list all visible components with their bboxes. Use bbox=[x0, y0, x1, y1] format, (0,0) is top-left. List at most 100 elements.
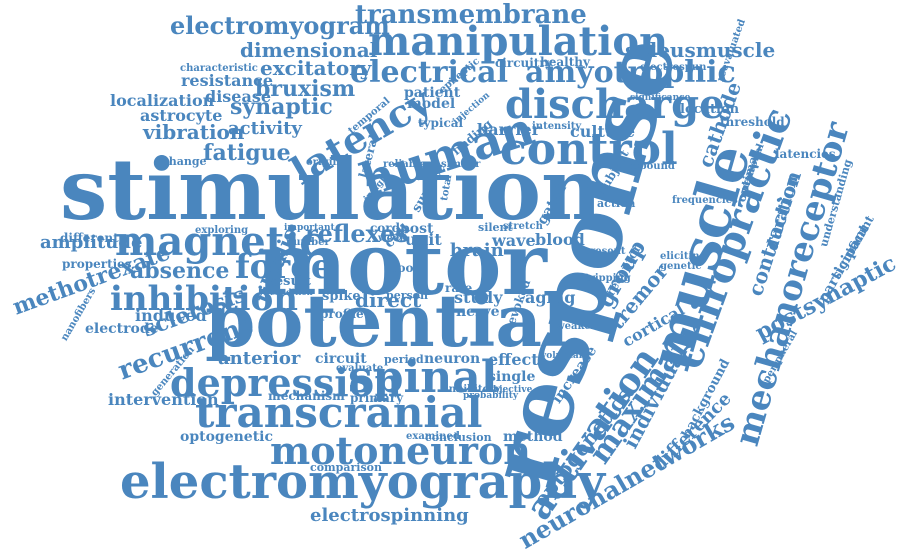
word-voluntary: voluntary bbox=[541, 351, 589, 361]
word-brain: brain bbox=[450, 240, 504, 261]
word-frequencies: frequencies bbox=[672, 195, 738, 206]
word-mechanism: mechanism bbox=[268, 389, 345, 403]
word-stretch: stretch bbox=[503, 221, 543, 232]
word-fatigue: fatigue bbox=[203, 140, 291, 166]
word-motoneuron: motoneuron bbox=[270, 428, 531, 473]
word-period: period bbox=[384, 353, 424, 366]
word-action: action bbox=[597, 197, 636, 210]
word-excitatory: excitatory bbox=[260, 56, 372, 80]
word-single: single bbox=[488, 369, 536, 385]
word-typical: typical bbox=[418, 116, 464, 130]
word-direct: direct bbox=[355, 288, 422, 312]
word-healthy: healthy bbox=[540, 55, 590, 69]
word-transcranial: transcranial bbox=[195, 388, 483, 437]
word-magnetic: magnetic bbox=[115, 218, 324, 265]
word-discharge: discharge bbox=[505, 81, 725, 128]
word-bruxism: bruxism bbox=[255, 76, 356, 102]
word-spike: spike bbox=[322, 289, 361, 304]
word-vibration: vibration bbox=[143, 120, 245, 144]
word-electromyography: electromyography bbox=[120, 454, 606, 510]
word-dimensional: dimensional bbox=[240, 38, 378, 62]
word-intensity: intensity bbox=[532, 121, 582, 132]
word-nerve: nerve bbox=[456, 304, 500, 320]
word-evaluate: evaluate bbox=[336, 363, 384, 374]
word-transmembrane: transmembrane bbox=[355, 0, 587, 30]
word-blood: blood bbox=[535, 230, 585, 249]
word-synaptic: synaptic bbox=[230, 94, 333, 120]
word-probability: probability bbox=[463, 391, 519, 401]
word-reliable: reliable bbox=[383, 159, 426, 170]
word-latencies: latencies bbox=[775, 147, 836, 161]
word-optogenetic: optogenetic bbox=[180, 429, 274, 445]
word-activity: activity bbox=[228, 118, 302, 139]
word-important: important bbox=[284, 223, 335, 233]
word-intervention: intervention bbox=[108, 390, 219, 409]
word-resistance: resistance bbox=[181, 71, 274, 90]
word-week: week bbox=[378, 233, 407, 244]
word-present: present bbox=[583, 246, 626, 257]
word-wave: wave bbox=[492, 231, 536, 250]
word-culture: culture bbox=[570, 122, 636, 141]
word-objective: objective bbox=[487, 385, 533, 395]
word-genetic: genetic bbox=[660, 261, 702, 272]
word-location: location bbox=[680, 102, 740, 117]
word-characteristic: characteristic bbox=[180, 63, 258, 74]
word-cord: cord bbox=[370, 221, 401, 235]
word-potential: potential bbox=[205, 278, 570, 363]
word-circuit: circuit bbox=[315, 351, 367, 367]
word-threshold: threshold bbox=[720, 115, 785, 129]
word-control: control bbox=[500, 124, 678, 175]
word-circuitry: circuitry bbox=[495, 56, 553, 70]
word-study: study bbox=[454, 288, 503, 307]
word-examined: examined bbox=[406, 431, 460, 442]
word-depression: depression bbox=[170, 360, 402, 405]
word-stimulation: stimulation bbox=[60, 140, 603, 239]
word-electromyogram: electromyogram bbox=[170, 11, 390, 40]
word-origin: origin bbox=[306, 157, 340, 168]
word-inhibitory: inhibitory bbox=[445, 384, 501, 395]
word-tool: tool bbox=[392, 261, 419, 275]
word-properties: properties bbox=[62, 257, 132, 271]
word-weaken: weaken bbox=[556, 321, 599, 332]
word-electrode: electrode bbox=[85, 321, 159, 337]
word-manipulation: manipulation bbox=[368, 18, 669, 65]
word-neuron: neuron bbox=[424, 351, 481, 367]
word-induced: induced bbox=[135, 306, 207, 325]
word-localization: localization bbox=[110, 91, 215, 110]
word-disease: disease bbox=[205, 87, 272, 106]
word-eliciting: eliciting bbox=[660, 251, 707, 262]
word-rebound: rebound bbox=[628, 161, 675, 172]
word-unit: unit bbox=[405, 230, 442, 249]
word-electrospinning: electrospinning bbox=[310, 505, 469, 526]
word-anterior: anterior bbox=[218, 348, 301, 369]
word-significance: significance bbox=[630, 93, 691, 103]
word-spinal: spinal bbox=[348, 352, 498, 403]
word-similar: similar bbox=[441, 159, 481, 170]
word-tripping: tripping bbox=[585, 273, 631, 284]
word-change: change bbox=[162, 155, 207, 168]
word-effect: effect bbox=[488, 350, 539, 369]
word-electrical: electrical bbox=[350, 55, 508, 90]
word-silent: silent bbox=[478, 221, 513, 234]
word-amyotrophic: amyotrophic bbox=[525, 55, 736, 90]
word-result: result bbox=[268, 274, 311, 289]
word-exploring: exploring bbox=[195, 225, 249, 236]
word-comparison: comparison bbox=[310, 461, 382, 474]
word-person: person bbox=[386, 289, 429, 302]
word-patient: patient bbox=[404, 85, 461, 101]
word-soleusmuscle: soleusmuscle bbox=[625, 38, 776, 62]
word-motor: motor bbox=[256, 214, 547, 315]
word-post: post bbox=[400, 221, 434, 237]
word-aging: aging bbox=[525, 288, 576, 307]
word-inhibition: inhibition bbox=[110, 279, 298, 319]
word-conclusion: conclusion bbox=[425, 431, 492, 444]
word-number: number bbox=[286, 237, 330, 248]
word-profile: profile bbox=[320, 307, 364, 321]
word-method: method bbox=[503, 429, 563, 445]
word-primary: primary bbox=[350, 391, 404, 405]
word-amplitude: amplitude bbox=[40, 232, 143, 253]
word-different: different bbox=[60, 231, 119, 245]
word-rate: rate bbox=[445, 281, 473, 295]
word-condition: condition bbox=[270, 287, 313, 297]
